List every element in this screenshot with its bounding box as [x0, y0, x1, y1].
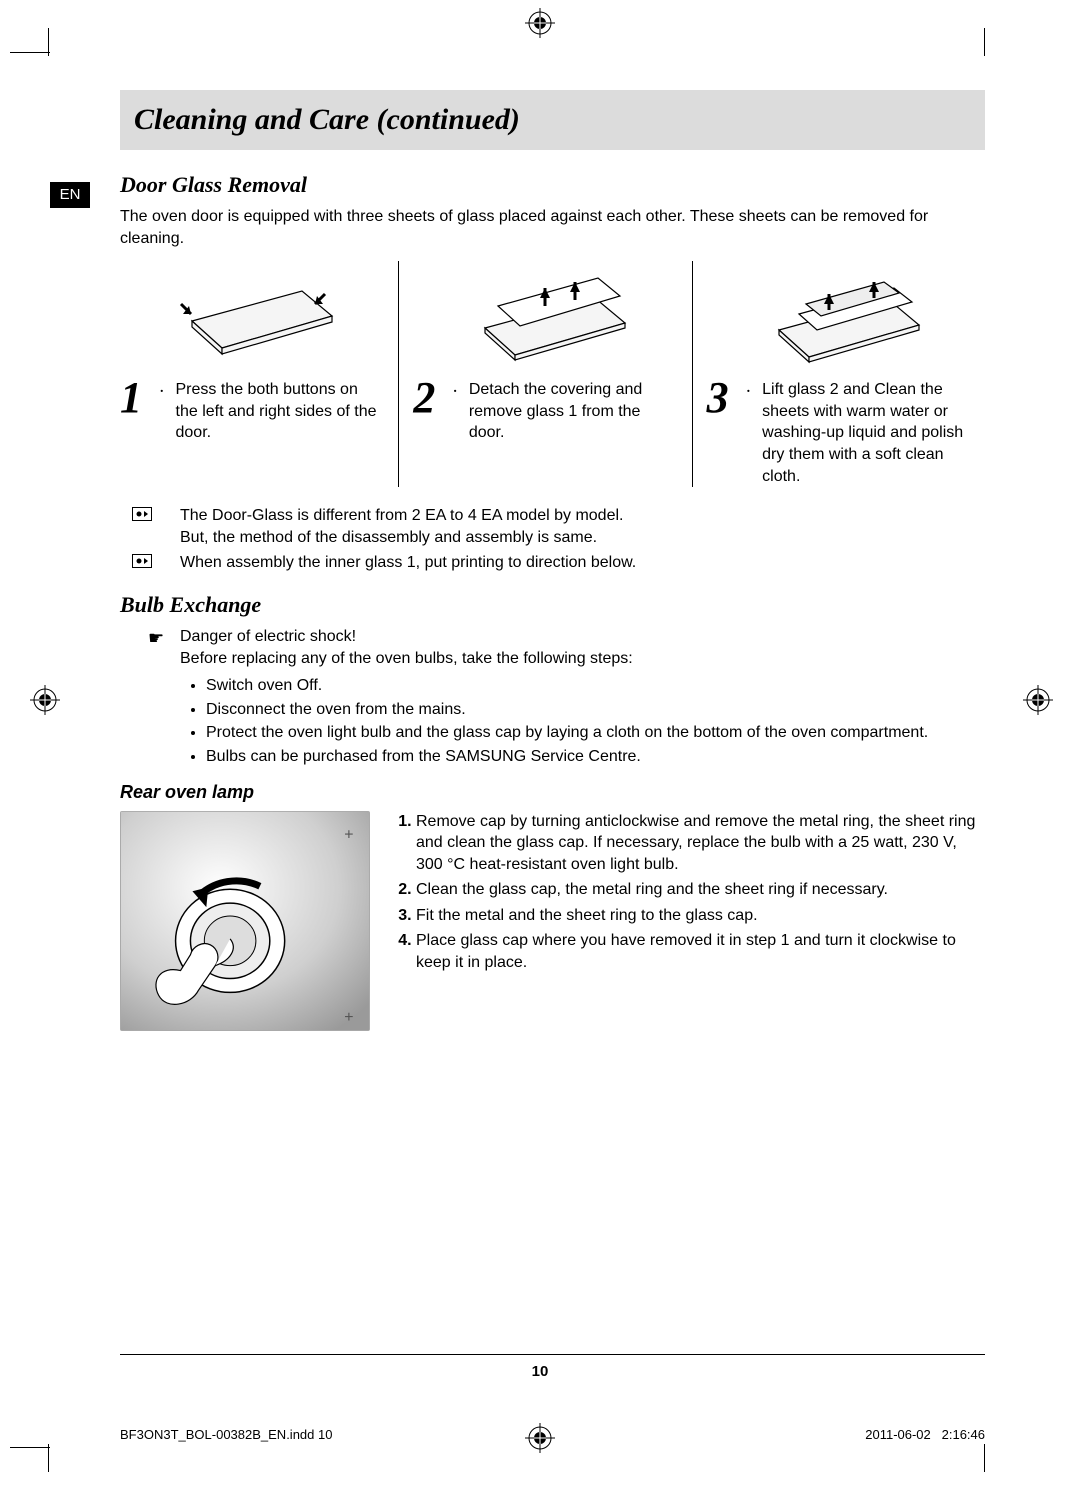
bulb-danger-block: ☛ Danger of electric shock! Before repla…	[120, 626, 985, 770]
door-glass-notes: The Door-Glass is different from 2 EA to…	[120, 505, 985, 574]
step-3: 3 . Lift glass 2 and Clean the sheets wi…	[692, 261, 985, 487]
door-glass-steps: 1 . Press the both buttons on the left a…	[120, 261, 985, 487]
rear-lamp-heading: Rear oven lamp	[120, 782, 985, 803]
page-number: 10	[0, 1363, 1080, 1380]
step-1: 1 . Press the both buttons on the left a…	[120, 261, 398, 487]
step-1-illustration	[120, 261, 384, 371]
page-title: Cleaning and Care (continued)	[134, 103, 520, 137]
rear-lamp-illustration: + +	[120, 811, 370, 1031]
registration-mark-top	[525, 8, 555, 43]
registration-mark-bottom	[525, 1423, 555, 1458]
crop-mark	[984, 28, 985, 56]
step-number: 3	[707, 379, 741, 416]
before-line: Before replacing any of the oven bulbs, …	[180, 648, 985, 670]
dot: .	[453, 381, 457, 397]
dot: .	[160, 381, 164, 397]
note-text: The Door-Glass is different from 2 EA to…	[180, 505, 985, 548]
footer-rule	[120, 1354, 985, 1355]
svg-text:+: +	[344, 1009, 353, 1026]
crop-mark	[48, 1444, 49, 1472]
section-bulb-heading: Bulb Exchange	[120, 592, 985, 618]
step-3-illustration	[707, 261, 971, 371]
rear-step: Clean the glass cap, the metal ring and …	[416, 879, 985, 901]
step-2-illustration	[413, 261, 677, 371]
step-text: Detach the covering and remove glass 1 f…	[469, 379, 678, 444]
pointer-icon: ☛	[120, 626, 180, 649]
note-icon	[120, 552, 180, 568]
header-band: Cleaning and Care (continued)	[120, 90, 985, 150]
registration-mark-left	[30, 685, 60, 720]
note-row: When assembly the inner glass 1, put pri…	[120, 552, 985, 574]
crop-mark	[984, 1444, 985, 1472]
bullet-item: Switch oven Off.	[206, 675, 985, 697]
page-content: Cleaning and Care (continued) EN Door Gl…	[120, 90, 985, 1350]
rear-lamp-block: + + Remove cap by turning anticlockwise …	[120, 811, 985, 1031]
rear-step: Remove cap by turning anticlockwise and …	[416, 811, 985, 876]
step-number: 1	[120, 379, 154, 416]
bullet-item: Disconnect the oven from the mains.	[206, 699, 985, 721]
crop-mark	[10, 1447, 50, 1448]
svg-text:+: +	[344, 826, 353, 843]
registration-mark-right	[1023, 685, 1053, 720]
danger-line: Danger of electric shock!	[180, 626, 985, 648]
rear-step: Fit the metal and the sheet ring to the …	[416, 905, 985, 927]
step-2: 2 . Detach the covering and remove glass…	[398, 261, 691, 487]
bulb-bullets: Switch oven Off. Disconnect the oven fro…	[180, 675, 985, 767]
door-glass-intro: The oven door is equipped with three she…	[120, 206, 985, 249]
rear-lamp-steps: Remove cap by turning anticlockwise and …	[390, 811, 985, 1031]
bullet-item: Protect the oven light bulb and the glas…	[206, 722, 985, 744]
language-tab: EN	[50, 182, 90, 208]
step-number: 2	[413, 379, 447, 416]
note-text: When assembly the inner glass 1, put pri…	[180, 552, 985, 574]
note-icon	[120, 505, 180, 521]
crop-mark	[10, 52, 50, 53]
step-text: Press the both buttons on the left and r…	[176, 379, 385, 444]
note-row: The Door-Glass is different from 2 EA to…	[120, 505, 985, 548]
footer-file: BF3ON3T_BOL-00382B_EN.indd 10	[120, 1427, 332, 1442]
footer-date: 2011-06-02 2:16:46	[865, 1427, 985, 1442]
rear-step: Place glass cap where you have removed i…	[416, 930, 985, 973]
bullet-item: Bulbs can be purchased from the SAMSUNG …	[206, 746, 985, 768]
dot: .	[747, 381, 751, 397]
step-text: Lift glass 2 and Clean the sheets with w…	[762, 379, 971, 487]
section-door-glass-heading: Door Glass Removal	[120, 172, 985, 198]
